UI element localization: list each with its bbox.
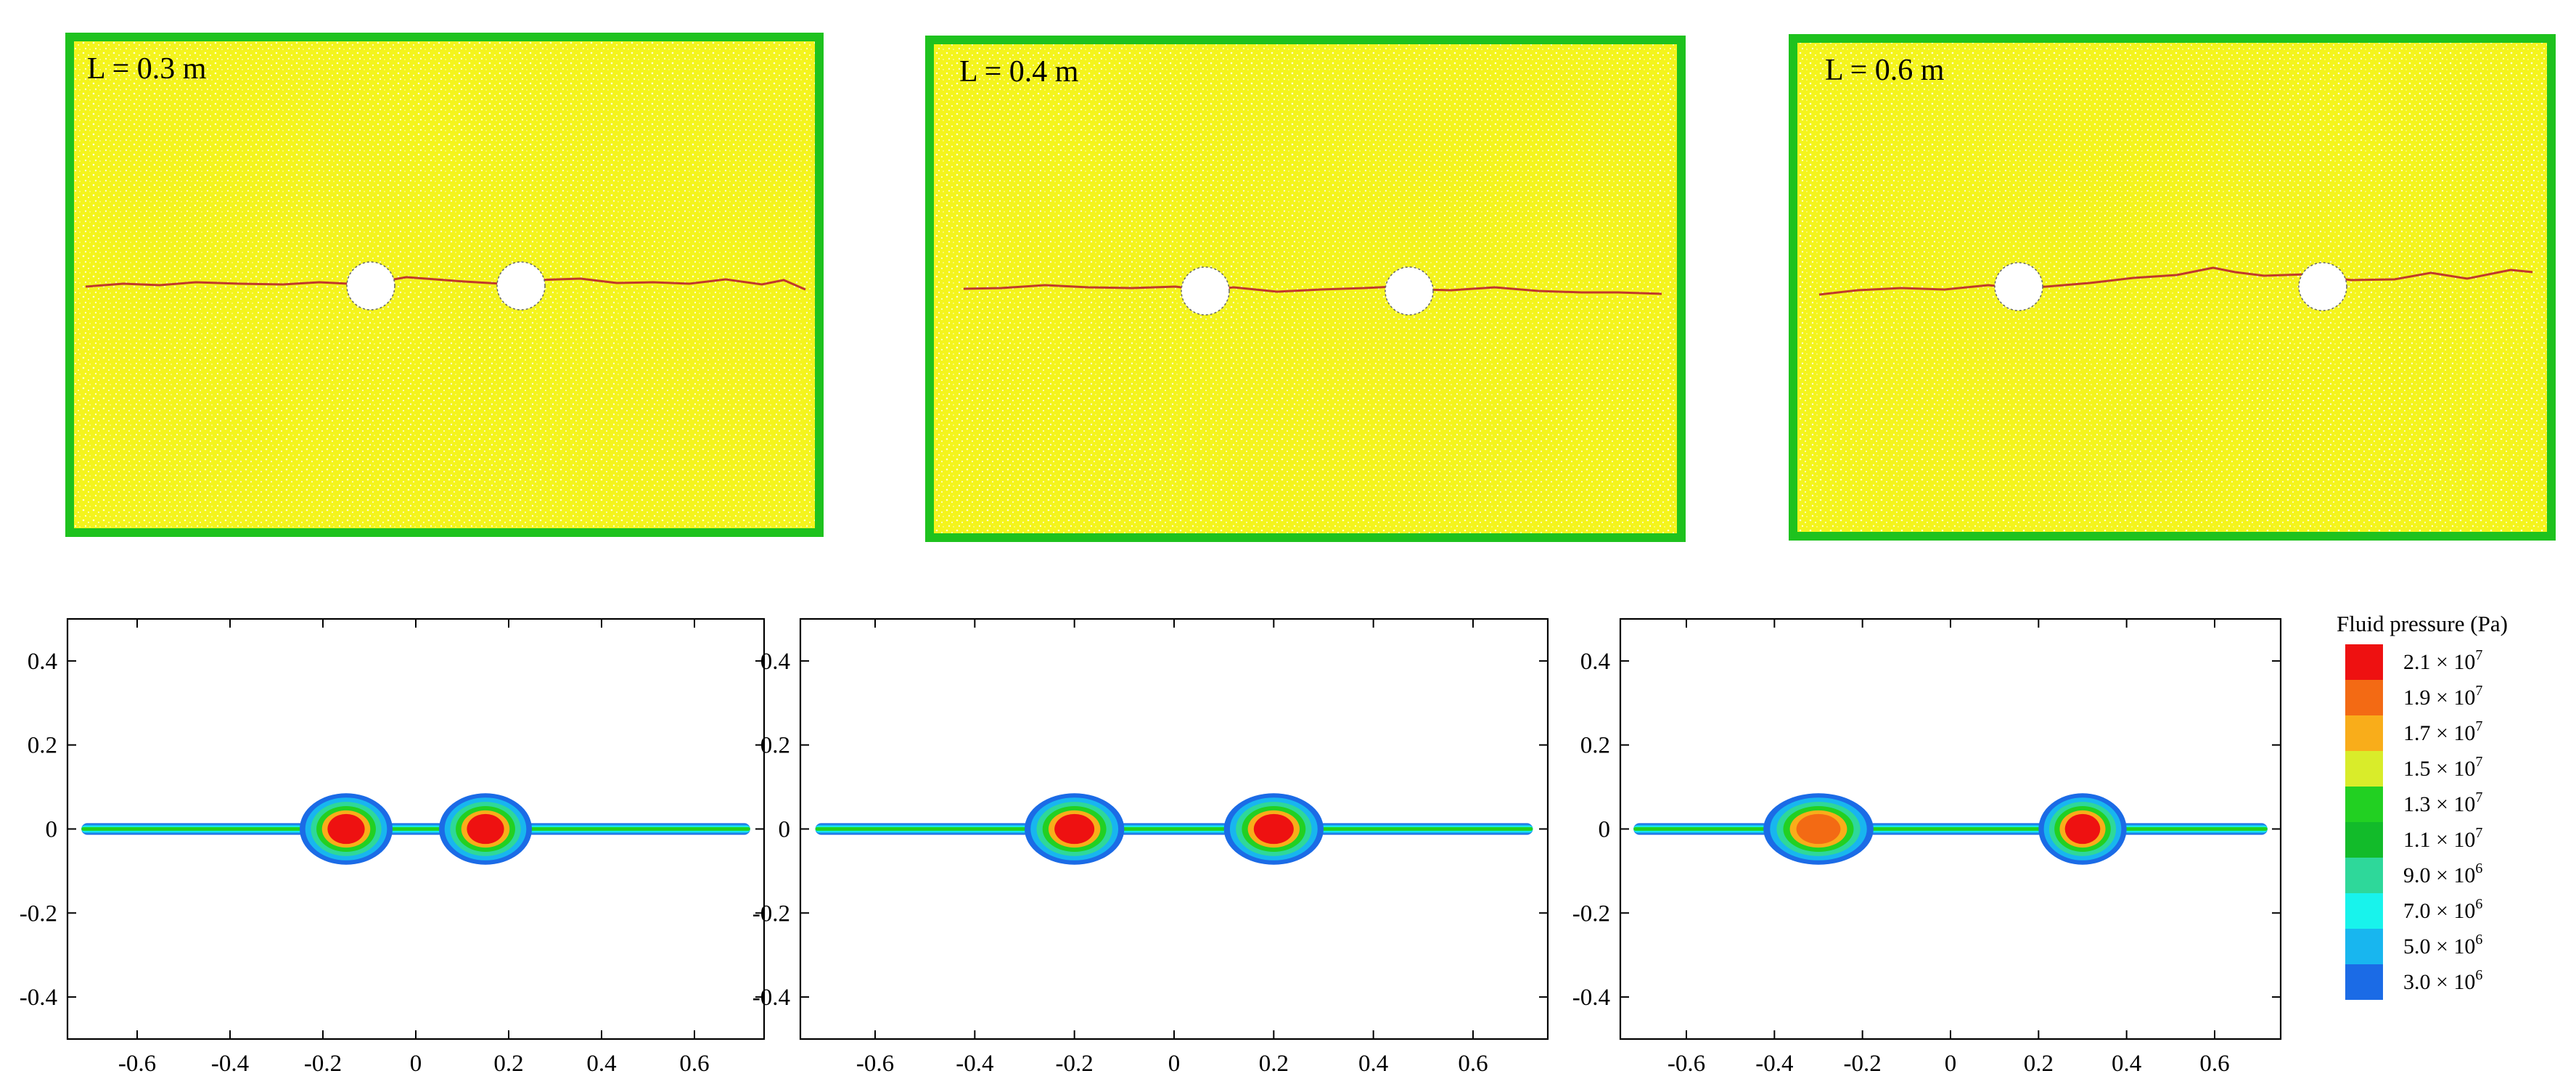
- y-tick-label: 0: [46, 817, 58, 843]
- pressure-bulb-core: [327, 813, 365, 845]
- specimen-body: [74, 41, 815, 528]
- y-tick-label: 0.4: [28, 649, 57, 675]
- x-tick-label: 0: [1168, 1051, 1181, 1077]
- y-tick-label: -0.2: [20, 900, 57, 927]
- pressure-bulb-core: [467, 813, 504, 845]
- y-tick-label: -0.4: [752, 985, 790, 1011]
- x-tick-label: 0: [1945, 1051, 1957, 1077]
- x-tick-label: 0.6: [1458, 1051, 1488, 1077]
- fracture-pressure-band: [81, 827, 750, 831]
- x-tick-label: -0.4: [211, 1051, 249, 1077]
- legend-label: 1.7 × 107: [2403, 718, 2482, 745]
- legend-items: 2.1 × 107 1.9 × 107 1.7 × 107 1.5 × 107 1.3 …: [2345, 644, 2482, 1000]
- x-tick-label: -0.2: [304, 1051, 342, 1077]
- legend-label: 9.0 × 106: [2403, 861, 2482, 887]
- legend-label: 1.9 × 107: [2403, 683, 2482, 710]
- x-tick-label: 0.2: [2024, 1051, 2054, 1077]
- y-tick-label: 0.4: [1580, 649, 1610, 675]
- x-tick-label: 0.4: [586, 1051, 616, 1077]
- legend-swatch: [2345, 964, 2383, 1000]
- spacing-label: L = 0.3 m: [87, 52, 207, 86]
- pressure-contour-plots: -0.6 -0.4 -0.2 0 0.2 0.4 0.60.40.20-0.2-0.4-0.…: [20, 617, 2282, 1077]
- specimen-panel-1: L = 0.3 m: [65, 33, 824, 537]
- x-tick-label: -0.2: [1844, 1051, 1882, 1077]
- contour-plot-1: -0.6 -0.4 -0.2 0 0.2 0.4 0.6 0.4 0.2 0 -0.2 -0.4: [20, 617, 766, 1077]
- x-tick-label: -0.6: [118, 1051, 156, 1077]
- spacing-label: L = 0.6 m: [1825, 54, 1945, 87]
- legend-swatch: [2345, 893, 2383, 929]
- legend-label: 3.0 × 106: [2403, 967, 2482, 994]
- y-tick-label: -0.2: [752, 900, 790, 927]
- legend-swatch: [2345, 858, 2383, 893]
- legend-swatch: [2345, 715, 2383, 751]
- x-tick-label: 0.6: [679, 1051, 709, 1077]
- y-tick-label: 0.2: [760, 733, 790, 759]
- legend-label: 2.1 × 107: [2403, 647, 2482, 674]
- legend-label: 1.3 × 107: [2403, 789, 2482, 816]
- pressure-legend: Fluid pressure (Pa) 2.1 × 107 1.9 × 107 1.…: [2337, 611, 2508, 1000]
- y-tick-label: 0.4: [760, 649, 790, 675]
- specimen-body: [1797, 43, 2547, 532]
- legend-swatch: [2345, 751, 2383, 787]
- x-tick-label: 0.2: [1259, 1051, 1289, 1077]
- hydraulic-fracture: [85, 276, 806, 291]
- legend-label: 1.5 × 107: [2403, 754, 2482, 781]
- legend-swatch: [2345, 787, 2383, 822]
- contour-plot-2: -0.6 -0.4 -0.2 0 0.2 0.4 0.6 0.4 0.2 0 -0.2 -0.4: [752, 617, 1549, 1077]
- x-tick-label: 0.2: [493, 1051, 523, 1077]
- y-tick-label: -0.4: [1572, 985, 1610, 1011]
- x-tick-label: 0.4: [1358, 1051, 1388, 1077]
- borehole: [1385, 266, 1434, 316]
- y-tick-label: 0.2: [1580, 733, 1610, 759]
- legend-label: 1.1 × 107: [2403, 825, 2482, 852]
- y-tick-label: 0: [1599, 817, 1611, 843]
- y-tick-label: 0: [779, 817, 791, 843]
- spacing-label: L = 0.4 m: [959, 55, 1079, 89]
- specimen-panel-3: L = 0.6 m: [1789, 34, 2556, 541]
- legend-swatch: [2345, 822, 2383, 858]
- hydraulic-fracture: [1818, 266, 2533, 296]
- y-tick-label: 0.2: [28, 733, 57, 759]
- pressure-bulb-core: [1054, 813, 1095, 845]
- x-tick-label: 0: [410, 1051, 422, 1077]
- legend-swatch: [2345, 644, 2383, 680]
- contour-plot-3: -0.6 -0.4 -0.2 0 0.2 0.4 0.6 0.4 0.2 0 -0.2 -0.4: [1572, 617, 2282, 1077]
- fracture-pressure-band: [815, 827, 1533, 831]
- legend-label: 5.0 × 106: [2403, 932, 2482, 958]
- borehole: [1181, 266, 1230, 316]
- x-tick-label: -0.6: [856, 1051, 894, 1077]
- y-tick-label: -0.4: [20, 985, 57, 1011]
- x-tick-label: -0.2: [1056, 1051, 1094, 1077]
- pressure-bulb-core: [1796, 813, 1841, 845]
- fracture-pressure-band: [1633, 827, 2268, 831]
- legend-label: 7.0 × 106: [2403, 896, 2482, 923]
- x-tick-label: -0.4: [1755, 1051, 1793, 1077]
- borehole: [496, 261, 546, 311]
- legend-swatch: [2345, 929, 2383, 964]
- x-tick-label: 0.6: [2199, 1051, 2229, 1077]
- y-tick-label: -0.2: [1572, 900, 1610, 927]
- x-tick-label: -0.6: [1668, 1051, 1705, 1077]
- x-tick-label: -0.4: [956, 1051, 993, 1077]
- legend-title: Fluid pressure (Pa): [2337, 611, 2508, 636]
- hydraulic-fracture: [963, 284, 1662, 295]
- x-tick-label: 0.4: [2112, 1051, 2141, 1077]
- legend-swatch: [2345, 680, 2383, 715]
- borehole: [1994, 262, 2043, 311]
- pressure-bulb-core: [2064, 813, 2101, 845]
- borehole: [2298, 262, 2347, 311]
- borehole: [346, 261, 395, 311]
- specimen-panel-2: L = 0.4 m: [925, 36, 1686, 542]
- specimen-body: [934, 44, 1677, 533]
- pressure-bulb-core: [1253, 813, 1294, 845]
